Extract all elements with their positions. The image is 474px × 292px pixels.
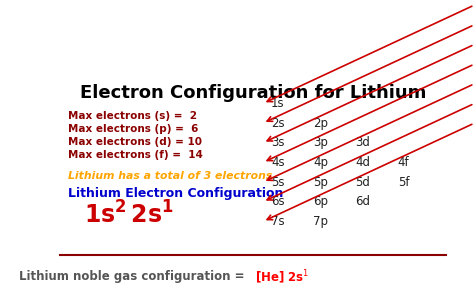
Text: Max electrons (f) =  14: Max electrons (f) = 14: [68, 150, 202, 160]
Text: Electron Configuration for Lithium: Electron Configuration for Lithium: [80, 84, 426, 102]
Text: 1s: 1s: [271, 97, 284, 110]
Text: 3p: 3p: [313, 136, 328, 149]
Text: 2p: 2p: [313, 117, 328, 130]
Text: 4s: 4s: [271, 156, 284, 169]
Text: 5p: 5p: [313, 176, 328, 189]
Text: 7p: 7p: [313, 215, 328, 228]
Text: [He] 2s$^1$: [He] 2s$^1$: [255, 268, 309, 286]
Text: 4p: 4p: [313, 156, 328, 169]
Text: Lithium noble gas configuration =: Lithium noble gas configuration =: [19, 270, 253, 283]
Text: 5f: 5f: [398, 176, 410, 189]
Text: 4f: 4f: [398, 156, 410, 169]
Text: Max electrons (d) = 10: Max electrons (d) = 10: [68, 137, 201, 147]
Text: 4d: 4d: [356, 156, 371, 169]
Text: Max electrons (p) =  6: Max electrons (p) = 6: [68, 124, 198, 134]
Text: 7s: 7s: [271, 215, 284, 228]
Text: 5d: 5d: [356, 176, 371, 189]
Text: 2s: 2s: [271, 117, 284, 130]
Text: Lithium Electron Configuration: Lithium Electron Configuration: [68, 187, 283, 200]
Text: Lithium has a total of 3 electrons: Lithium has a total of 3 electrons: [68, 171, 272, 181]
Text: 6d: 6d: [356, 195, 371, 208]
Text: 5s: 5s: [271, 176, 284, 189]
Text: 6s: 6s: [271, 195, 284, 208]
Text: 3s: 3s: [271, 136, 284, 149]
Text: 6p: 6p: [313, 195, 328, 208]
Text: 3d: 3d: [356, 136, 371, 149]
Text: $\mathbf{1s^2\,2s^1}$: $\mathbf{1s^2\,2s^1}$: [84, 201, 173, 228]
Text: Max electrons (s) =  2: Max electrons (s) = 2: [68, 111, 197, 121]
